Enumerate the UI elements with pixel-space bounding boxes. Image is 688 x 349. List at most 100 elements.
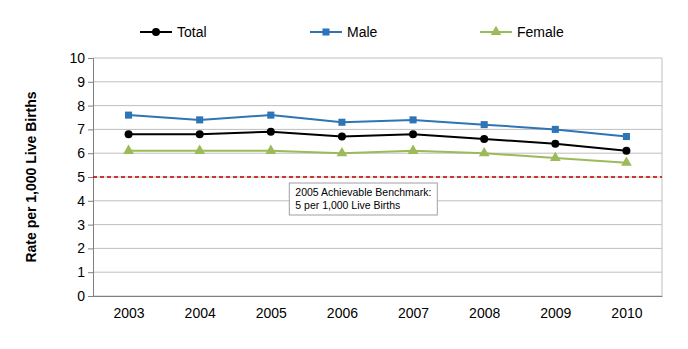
legend: Total Male Female — [140, 24, 564, 40]
y-tick-label: 8 — [77, 98, 85, 114]
grid-line — [93, 129, 662, 130]
y-tick-label: 9 — [77, 74, 85, 90]
x-tick: 2006 — [327, 296, 358, 321]
y-tick-mark — [88, 153, 93, 154]
grid-line — [93, 81, 662, 82]
grid-line — [93, 296, 662, 297]
x-tick-label: 2010 — [611, 305, 642, 321]
series-marker — [408, 145, 419, 154]
x-tick-label: 2008 — [469, 305, 500, 321]
series-line — [129, 115, 627, 136]
series-marker — [196, 130, 204, 138]
series-marker — [480, 135, 488, 143]
y-tick-mark — [88, 248, 93, 249]
legend-item: Total — [140, 24, 207, 40]
plot: 0 1 2 3 4 5 6 7 8 9 10 2003 2004 2005 2006 2007 2008 2009… — [69, 50, 662, 321]
x-tick-label: 2007 — [398, 305, 429, 321]
x-tick-label: 2004 — [185, 305, 216, 321]
x-tick: 2008 — [469, 296, 500, 321]
y-tick: 9 — [77, 74, 93, 90]
y-tick: 7 — [77, 121, 93, 137]
y-axis: 0 1 2 3 4 5 6 7 8 9 10 — [69, 50, 93, 304]
y-tick-label: 6 — [77, 145, 85, 161]
y-tick: 0 — [77, 288, 93, 304]
y-tick-label: 3 — [77, 217, 85, 233]
legend-label: Female — [517, 24, 564, 40]
y-tick-label: 1 — [77, 264, 85, 280]
series-marker — [337, 147, 348, 156]
x-tick-label: 2003 — [113, 305, 144, 321]
y-tick: 3 — [77, 217, 93, 233]
grid-line — [93, 177, 662, 178]
y-tick-mark — [88, 296, 93, 297]
series-marker — [125, 112, 132, 119]
benchmark-annotation: 2005 Achievable Benchmark:5 per 1,000 Li… — [289, 183, 437, 215]
series-marker — [125, 130, 133, 138]
series-marker — [267, 128, 275, 136]
y-tick: 6 — [77, 145, 93, 161]
x-tick-label: 2005 — [256, 305, 287, 321]
y-tick-label: 0 — [77, 288, 85, 304]
grid-line — [93, 224, 662, 225]
y-axis-line — [88, 59, 94, 297]
x-tick: 2010 — [611, 296, 642, 321]
y-axis-title: Rate per 1,000 Live Births — [23, 91, 39, 262]
series-marker — [123, 145, 134, 154]
annotation-box — [289, 183, 437, 215]
y-tick-mark — [88, 129, 93, 130]
series-marker — [481, 121, 488, 128]
legend-marker — [152, 28, 160, 36]
y-tick-mark — [88, 106, 93, 107]
series-marker — [551, 140, 559, 148]
series-marker — [265, 145, 276, 154]
y-tick-label: 4 — [77, 193, 85, 209]
series-marker — [621, 157, 632, 166]
y-tick-mark — [88, 201, 93, 202]
x-tick: 2004 — [185, 296, 216, 321]
series-marker — [338, 133, 346, 141]
series-marker — [550, 152, 561, 161]
x-axis-line — [94, 296, 663, 297]
series-marker — [479, 147, 490, 156]
y-tick-label: 10 — [69, 50, 85, 66]
series-marker — [267, 112, 274, 119]
x-tick-label: 2009 — [540, 305, 571, 321]
series-marker — [196, 116, 203, 123]
grid-line — [93, 248, 662, 249]
series-marker — [622, 147, 630, 155]
x-tick: 2003 — [113, 296, 144, 321]
x-tick-label: 2006 — [327, 305, 358, 321]
legend-item: Female — [480, 24, 564, 40]
y-tick: 8 — [77, 98, 93, 114]
y-tick-mark — [88, 225, 93, 226]
x-axis: 2003 2004 2005 2006 2007 2008 2009 2010 — [94, 296, 663, 321]
series-marker — [338, 119, 345, 126]
legend-marker — [322, 28, 329, 35]
grid-line — [93, 272, 662, 273]
legend-label: Male — [347, 24, 378, 40]
series-marker — [623, 133, 630, 140]
series-marker — [552, 126, 559, 133]
grid-line — [93, 105, 662, 106]
annotation-text: 5 per 1,000 Live Births — [295, 199, 400, 211]
series-marker — [409, 130, 417, 138]
y-tick-label: 5 — [77, 169, 85, 185]
annotation-text: 2005 Achievable Benchmark: — [295, 186, 431, 198]
y-tick-label: 7 — [77, 121, 85, 137]
marks — [93, 112, 662, 177]
x-tick: 2005 — [256, 296, 287, 321]
benchmark-line — [93, 176, 662, 178]
x-tick: 2009 — [540, 296, 571, 321]
y-tick: 2 — [77, 240, 93, 256]
chart: 0 1 2 3 4 5 6 7 8 9 10 2003 2004 2005 2006 2007 2008 2009… — [0, 0, 688, 349]
y-tick-label: 2 — [77, 240, 85, 256]
y-tick: 4 — [77, 193, 93, 209]
legend-label: Total — [177, 24, 207, 40]
y-tick: 10 — [69, 50, 93, 66]
legend-item: Male — [310, 24, 378, 40]
y-tick: 1 — [77, 264, 93, 280]
y-tick: 5 — [77, 169, 93, 185]
x-tick: 2007 — [398, 296, 429, 321]
grid-line — [93, 58, 662, 59]
y-tick-mark — [88, 58, 93, 59]
